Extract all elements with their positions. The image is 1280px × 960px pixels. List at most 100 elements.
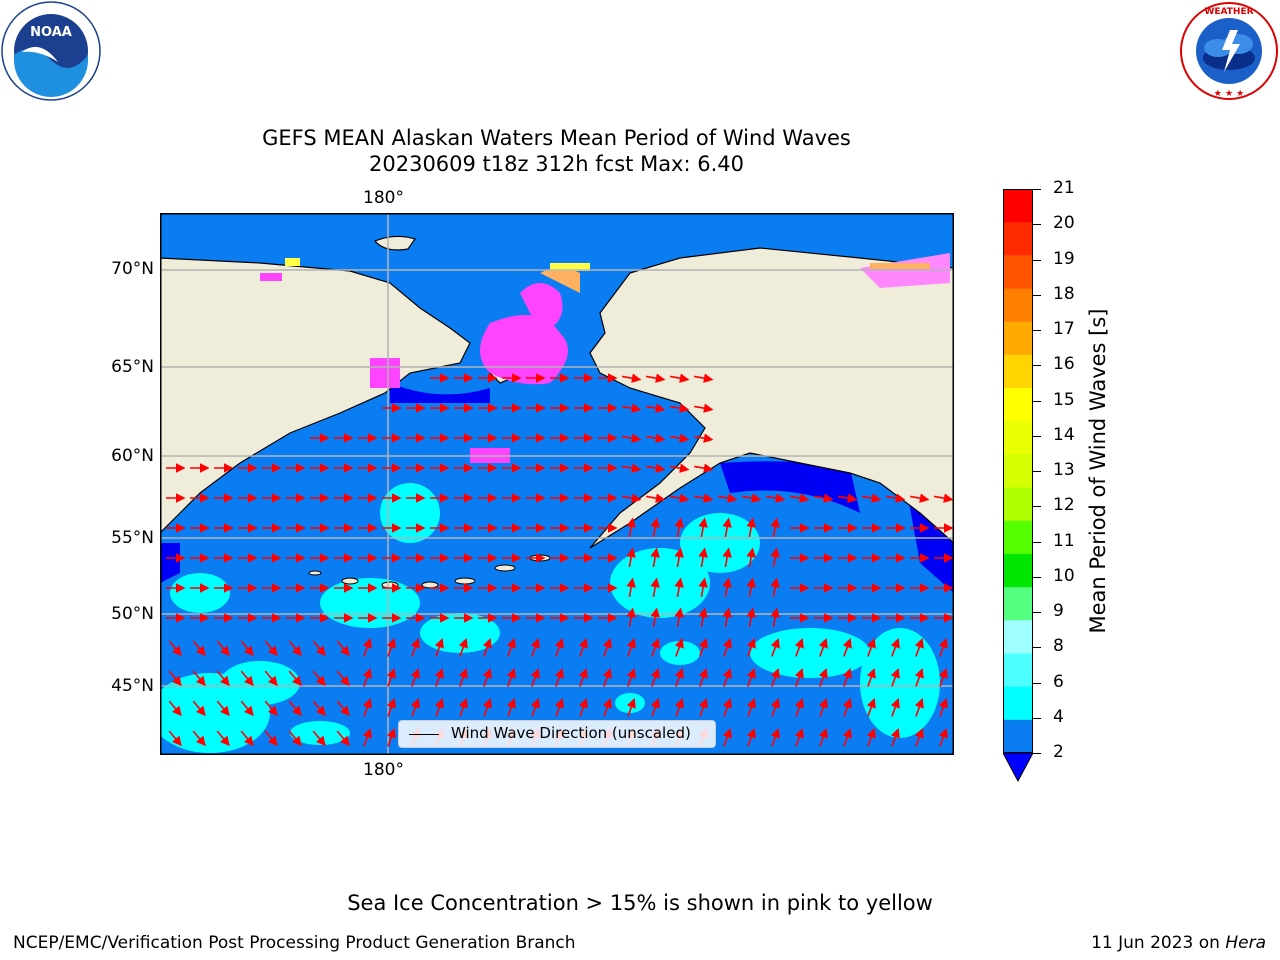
wind-wave-arrow bbox=[288, 670, 302, 687]
lat-label-50: 50°N bbox=[111, 604, 154, 624]
wind-wave-arrow bbox=[693, 373, 714, 383]
wind-wave-arrow bbox=[746, 728, 756, 747]
wind-wave-arrow bbox=[650, 698, 660, 717]
wind-wave-arrow bbox=[794, 698, 804, 717]
wind-wave-arrow bbox=[621, 433, 642, 443]
wind-wave-arrow bbox=[458, 698, 468, 717]
wind-wave-arrow bbox=[645, 403, 666, 413]
wind-wave-arrow bbox=[312, 730, 326, 747]
wind-wave-arrow bbox=[554, 668, 564, 687]
wind-wave-arrow bbox=[530, 668, 540, 687]
wind-wave-arrow bbox=[722, 517, 732, 538]
lat-label-55: 55°N bbox=[111, 528, 154, 548]
wind-wave-arrow bbox=[669, 373, 690, 383]
wind-wave-arrow bbox=[336, 700, 350, 717]
wind-wave-arrow bbox=[626, 517, 636, 538]
colorbar-cell bbox=[1003, 587, 1033, 621]
wind-wave-arrow bbox=[336, 670, 350, 687]
wind-wave-arrow bbox=[336, 730, 350, 747]
colorbar-tick-label: 14 bbox=[1053, 424, 1075, 445]
wind-wave-arrow bbox=[669, 433, 690, 443]
footer-date: 11 Jun 2023 on Hera bbox=[1091, 933, 1266, 953]
lat-label-45: 45°N bbox=[111, 676, 154, 696]
wind-wave-arrow bbox=[645, 373, 666, 383]
noaa-logo: NOAA bbox=[1, 1, 101, 101]
wind-wave-arrow bbox=[818, 698, 828, 717]
wind-wave-arrow bbox=[362, 668, 372, 687]
colorbar-tick bbox=[1033, 612, 1041, 613]
wind-wave-arrow bbox=[669, 463, 690, 473]
colorbar-tick-label: 10 bbox=[1053, 565, 1075, 586]
colorbar-cell bbox=[1003, 553, 1033, 588]
lon-label-bottom: 180° bbox=[363, 760, 404, 780]
colorbar-cell bbox=[1003, 288, 1033, 323]
wind-wave-arrow bbox=[938, 638, 948, 657]
wind-wave-arrow bbox=[818, 668, 828, 687]
wind-wave-arrow bbox=[554, 638, 564, 657]
wind-wave-arrow bbox=[722, 547, 732, 568]
footer-credit: NCEP/EMC/Verification Post Processing Pr… bbox=[13, 933, 576, 953]
wind-wave-arrow bbox=[216, 700, 230, 717]
wind-wave-arrow bbox=[192, 700, 206, 717]
wind-wave-arrow bbox=[482, 698, 492, 717]
wind-wave-arrow bbox=[458, 638, 468, 657]
wind-wave-arrow bbox=[602, 668, 612, 687]
colorbar-tick bbox=[1033, 753, 1041, 754]
wind-wave-arrow bbox=[192, 670, 206, 687]
wind-wave-arrow bbox=[168, 640, 182, 657]
wind-wave-arrow bbox=[866, 698, 876, 717]
wind-wave-arrow bbox=[168, 670, 182, 687]
wind-wave-arrow bbox=[938, 698, 948, 717]
colorbar-label: Mean Period of Wind Waves [s] bbox=[1086, 308, 1110, 634]
wind-wave-arrow bbox=[770, 607, 780, 628]
wind-wave-arrow bbox=[698, 607, 708, 628]
colorbar-tick bbox=[1033, 330, 1041, 331]
sea-ice-note: Sea Ice Concentration > 15% is shown in … bbox=[347, 891, 933, 915]
colorbar-tick-label: 9 bbox=[1053, 601, 1064, 621]
wind-wave-arrow bbox=[288, 640, 302, 657]
wind-wave-arrow bbox=[312, 640, 326, 657]
wind-wave-arrow bbox=[168, 730, 182, 747]
colorbar-cell bbox=[1003, 487, 1033, 522]
colorbar-tick-label: 17 bbox=[1053, 319, 1075, 339]
chart-subtitle: 20230609 t18z 312h fcst Max: 6.40 bbox=[369, 152, 744, 176]
wind-wave-arrow bbox=[386, 668, 396, 687]
wind-wave-arrow bbox=[770, 668, 780, 687]
wind-wave-arrow bbox=[288, 730, 302, 747]
footer-host: Hera bbox=[1225, 933, 1266, 953]
wind-wave-arrow bbox=[506, 698, 516, 717]
colorbar-cell bbox=[1003, 653, 1033, 688]
colorbar-tick bbox=[1033, 471, 1041, 472]
wind-wave-arrow bbox=[914, 728, 924, 747]
wind-wave-arrow bbox=[789, 493, 810, 503]
wind-wave-arrow bbox=[216, 640, 230, 657]
colorbar-tick-label: 15 bbox=[1053, 389, 1075, 410]
wind-wave-arrow bbox=[669, 493, 690, 503]
wind-wave-arrow bbox=[288, 700, 302, 717]
wind-wave-arrow bbox=[746, 668, 756, 687]
wind-wave-arrow bbox=[650, 607, 660, 628]
wind-wave-arrow bbox=[842, 728, 852, 747]
wind-wave-arrow bbox=[626, 607, 636, 628]
colorbar-tick bbox=[1033, 294, 1041, 296]
wind-wave-arrow bbox=[746, 638, 756, 657]
wind-wave-arrow bbox=[168, 700, 182, 717]
wind-wave-arrow bbox=[621, 493, 642, 503]
wind-wave-arrow bbox=[818, 638, 828, 657]
wind-wave-arrow bbox=[885, 493, 906, 503]
aleutian-islands bbox=[308, 554, 551, 589]
colorbar-cell bbox=[1003, 454, 1033, 489]
graticule bbox=[160, 213, 954, 755]
wind-wave-arrows bbox=[166, 373, 954, 747]
wind-wave-arrow bbox=[866, 728, 876, 747]
wind-wave-arrow bbox=[530, 638, 540, 657]
wind-wave-arrow bbox=[645, 463, 666, 473]
wind-wave-arrow bbox=[458, 668, 468, 687]
wind-wave-arrow bbox=[410, 668, 420, 687]
wind-wave-arrow bbox=[650, 668, 660, 687]
wind-wave-arrow bbox=[794, 728, 804, 747]
nws-logo: WEATHER ★ ★ ★ bbox=[1180, 2, 1278, 100]
wind-wave-arrow bbox=[866, 668, 876, 687]
svg-text:★ ★ ★: ★ ★ ★ bbox=[1214, 89, 1244, 99]
wind-wave-arrow bbox=[506, 638, 516, 657]
